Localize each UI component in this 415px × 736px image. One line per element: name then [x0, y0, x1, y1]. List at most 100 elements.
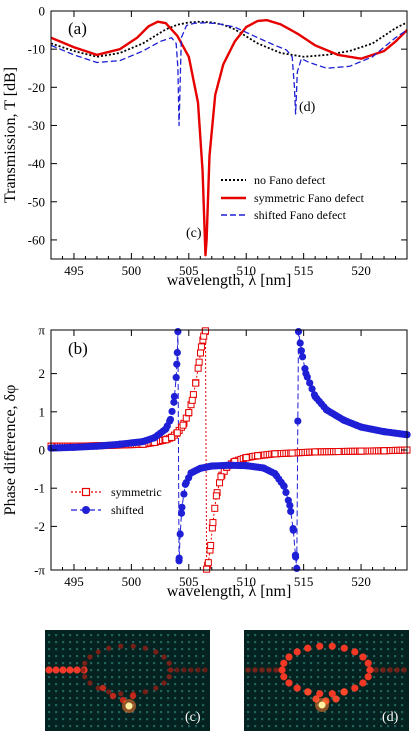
x-tick-label: 505 — [179, 263, 199, 278]
lattice-rod — [331, 711, 334, 714]
lattice-rod — [62, 676, 65, 679]
field-spot — [266, 667, 272, 673]
symmetric-point — [179, 421, 187, 429]
lattice-rod — [104, 641, 107, 644]
lattice-rod — [261, 690, 264, 693]
lattice-rod — [345, 669, 348, 672]
lattice-rod — [83, 641, 86, 644]
lattice-rod — [90, 690, 93, 693]
lattice-rod — [146, 711, 149, 714]
field-spot — [259, 667, 265, 673]
field-spot — [73, 666, 81, 674]
lattice-rod — [275, 683, 278, 686]
lattice-rod — [331, 718, 334, 721]
lattice-rod — [380, 683, 383, 686]
shifted-point — [175, 557, 183, 565]
lattice-rod — [174, 634, 177, 637]
lattice-rod — [275, 662, 278, 665]
lattice-rod — [160, 704, 163, 707]
lattice-rod — [174, 648, 177, 651]
lattice-rod — [373, 641, 376, 644]
lattice-rod — [352, 704, 355, 707]
lattice-rod — [380, 697, 383, 700]
lattice-rod — [174, 683, 177, 686]
lattice-rod — [387, 641, 390, 644]
shifted-point — [70, 443, 78, 451]
lattice-rod — [359, 634, 362, 637]
inset-c-field — [45, 643, 208, 713]
lattice-rod — [188, 704, 191, 707]
lattice-rod — [181, 711, 184, 714]
lattice-rod — [387, 634, 390, 637]
lattice-rod — [146, 676, 149, 679]
shifted-point — [296, 339, 304, 347]
field-spot — [332, 695, 340, 703]
lattice-rod — [167, 697, 170, 700]
lattice-rod — [125, 725, 128, 728]
lattice-rod — [195, 676, 198, 679]
lattice-rod — [83, 683, 86, 686]
lattice-rod — [48, 704, 51, 707]
lattice-rod — [181, 683, 184, 686]
lattice-rod — [373, 711, 376, 714]
lattice-rod — [62, 641, 65, 644]
lattice-rod — [303, 669, 306, 672]
symmetric-point — [216, 479, 224, 487]
lattice-rod — [90, 725, 93, 728]
legend-symmetric-label: symmetric Fano defect — [254, 191, 365, 205]
x-tick-label: 520 — [351, 263, 371, 278]
lattice-rod — [153, 683, 156, 686]
lattice-rod — [76, 648, 79, 651]
lattice-rod — [202, 655, 205, 658]
lattice-rod — [167, 655, 170, 658]
lattice-rod — [394, 690, 397, 693]
lattice-rod — [380, 718, 383, 721]
lattice-rod — [254, 683, 257, 686]
lattice-rod — [188, 641, 191, 644]
lattice-rod — [90, 641, 93, 644]
inset-d-field — [245, 642, 407, 712]
lattice-rod — [55, 648, 58, 651]
lattice-rod — [195, 683, 198, 686]
shifted-point — [170, 392, 179, 401]
lattice-rod — [254, 634, 257, 637]
lattice-rod — [174, 690, 177, 693]
lattice-rod — [146, 704, 149, 707]
lattice-rod — [275, 704, 278, 707]
shifted-point — [139, 437, 147, 446]
lattice-rod — [296, 725, 299, 728]
field-spot — [174, 667, 180, 673]
x-tick-label: 495 — [64, 263, 84, 278]
lattice-rod — [303, 655, 306, 658]
field-spot — [380, 667, 386, 673]
lattice-rod — [366, 704, 369, 707]
lattice-rod — [48, 725, 51, 728]
symmetric-point — [203, 565, 211, 573]
shifted-point — [181, 480, 189, 488]
lattice-rod — [366, 648, 369, 651]
lattice-rod — [401, 711, 404, 714]
lattice-rod — [324, 634, 327, 637]
lattice-rod — [125, 697, 128, 700]
lattice-rod — [83, 690, 86, 693]
lattice-rod — [160, 697, 163, 700]
lattice-rod — [83, 725, 86, 728]
panel-a-frame — [50, 10, 408, 260]
x-tick-label: 510 — [236, 263, 256, 278]
lattice-rod — [146, 662, 149, 665]
lattice-rod — [76, 634, 79, 637]
lattice-rod — [90, 718, 93, 721]
lattice-rod — [55, 725, 58, 728]
lattice-rod — [310, 704, 313, 707]
lattice-rod — [275, 697, 278, 700]
lattice-rod — [359, 711, 362, 714]
field-spot — [340, 644, 348, 652]
lattice-rod — [296, 634, 299, 637]
lattice-rod — [254, 725, 257, 728]
lattice-rod — [195, 690, 198, 693]
lattice-rod — [83, 697, 86, 700]
lattice-rod — [394, 683, 397, 686]
lattice-rod — [62, 690, 65, 693]
lattice-rod — [139, 641, 142, 644]
